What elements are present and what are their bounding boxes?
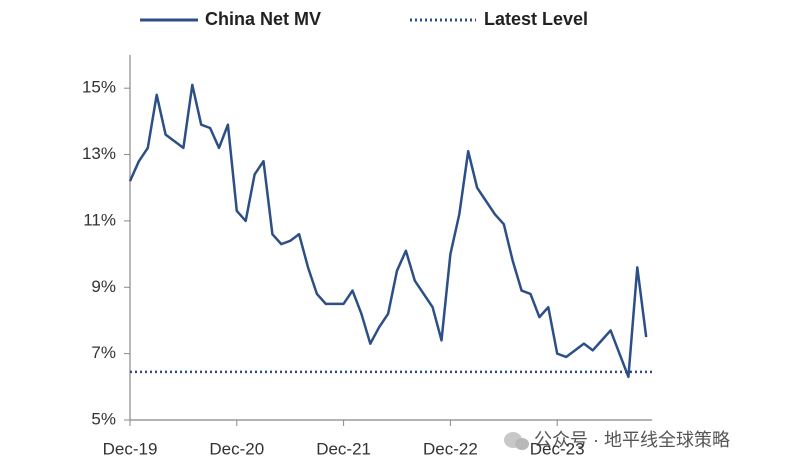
x-tick-label: Dec-21 [316,439,371,458]
legend-label: China Net MV [205,9,321,29]
watermark-icon [504,432,529,450]
y-tick-label: 5% [91,409,116,428]
x-tick-label: Dec-19 [103,439,158,458]
legend-label: Latest Level [484,9,588,29]
x-tick-label: Dec-23 [530,439,585,458]
data-line [128,83,648,379]
y-tick-label: 9% [91,277,116,296]
y-tick-label: 15% [82,78,116,97]
y-tick-label: 11% [83,210,116,229]
watermark: 公众号 · 地平线全球策略 [534,430,730,450]
x-tick-label: Dec-20 [209,439,264,458]
x-tick-label: Dec-22 [423,439,478,458]
y-tick-label: 7% [91,343,116,362]
y-tick-label: 13% [82,144,116,163]
